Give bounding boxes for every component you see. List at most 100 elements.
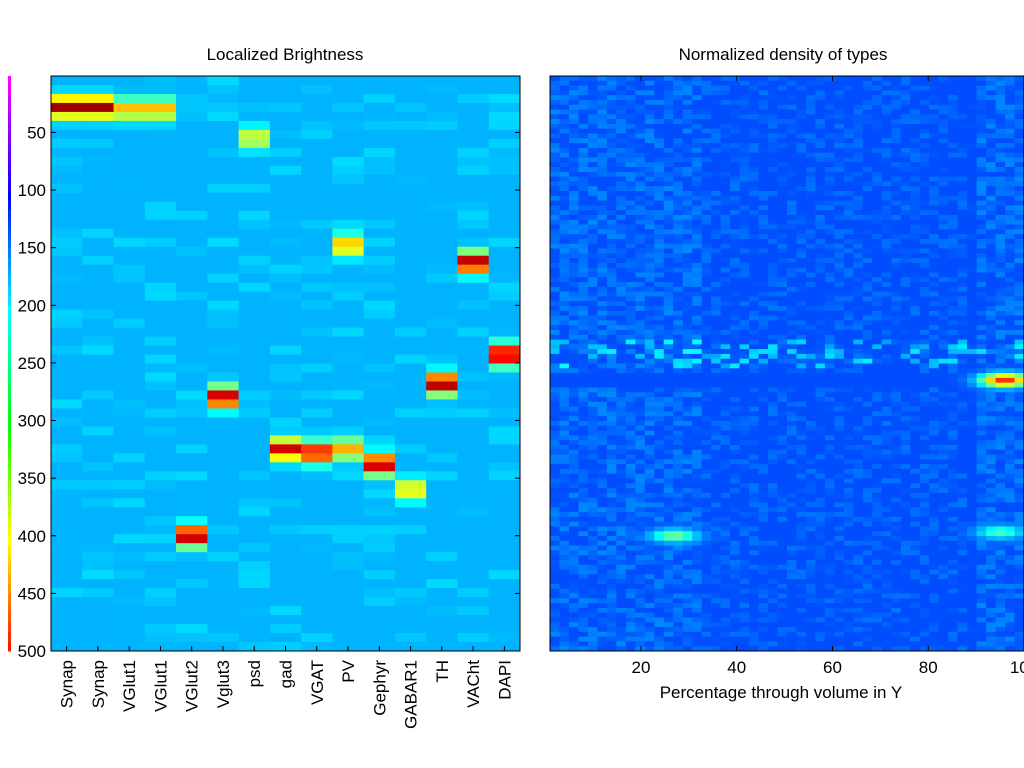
heatmap-cell <box>787 219 797 226</box>
heatmap-cell <box>457 498 490 508</box>
heatmap-cell <box>815 373 826 379</box>
heatmap-cell <box>777 392 788 398</box>
heatmap-cell <box>1014 411 1024 417</box>
heatmap-cell <box>824 435 835 441</box>
heatmap-cell <box>976 248 987 254</box>
heatmap-cell <box>900 238 911 245</box>
heatmap-cell <box>363 579 396 589</box>
heatmap-cell <box>82 120 115 131</box>
heatmap-cell <box>995 406 1006 412</box>
heatmap-cell <box>578 99 589 106</box>
heatmap-cell <box>301 129 333 140</box>
heatmap-cell <box>207 579 240 589</box>
heatmap-cell <box>269 489 302 499</box>
heatmap-cell <box>881 286 892 293</box>
heatmap-cell <box>957 138 968 144</box>
heatmap-cell <box>910 76 921 82</box>
heatmap-cell <box>919 114 930 120</box>
heatmap-cell <box>976 76 987 82</box>
heatmap-cell <box>559 104 570 111</box>
heatmap-cell <box>900 310 911 317</box>
heatmap-cell <box>625 329 636 336</box>
heatmap-cell <box>701 310 712 317</box>
heatmap-cell <box>824 195 835 202</box>
heatmap-cell <box>701 219 712 226</box>
heatmap-cell <box>938 339 949 345</box>
heatmap-cell <box>919 181 930 187</box>
heatmap-cell <box>606 200 617 206</box>
heatmap-cell <box>332 534 365 544</box>
heatmap-cell <box>426 633 458 643</box>
heatmap-cell <box>900 214 911 221</box>
heatmap-cell <box>749 401 760 408</box>
heatmap-cell <box>587 123 598 130</box>
heatmap-cell <box>113 507 146 517</box>
heatmap-cell <box>929 176 940 182</box>
heatmap-cell <box>635 301 646 307</box>
heatmap-cell <box>900 76 911 82</box>
heatmap-cell <box>635 358 646 364</box>
heatmap-cell <box>663 99 674 106</box>
heatmap-cell <box>625 234 636 240</box>
heatmap-cell <box>720 191 731 197</box>
heatmap-cell <box>796 243 807 249</box>
heatmap-cell <box>144 381 177 391</box>
heatmap-cell <box>834 306 845 312</box>
heatmap-cell <box>332 300 365 311</box>
heatmap-cell <box>457 633 490 643</box>
heatmap-cell <box>900 320 911 326</box>
heatmap-cell <box>578 253 589 259</box>
heatmap-cell <box>606 325 617 331</box>
heatmap-cell <box>394 120 427 131</box>
heatmap-cell <box>777 435 788 441</box>
heatmap-cell <box>301 345 333 356</box>
heatmap-cell <box>578 138 589 144</box>
heatmap-cell <box>805 272 816 278</box>
heatmap-cell <box>957 430 968 436</box>
heatmap-cell <box>682 76 693 82</box>
heatmap-cell <box>635 138 646 144</box>
heatmap-cell <box>597 440 608 446</box>
heatmap-cell <box>82 84 115 95</box>
heatmap-cell <box>815 253 826 259</box>
heatmap-cell <box>730 133 741 139</box>
heatmap-cell <box>51 201 83 212</box>
heatmap-cell <box>853 282 864 288</box>
heatmap-cell <box>768 392 779 398</box>
heatmap-cell <box>843 210 854 216</box>
heatmap-cell <box>976 401 987 408</box>
heatmap-cell <box>957 157 968 163</box>
heatmap-cell <box>332 228 365 239</box>
heatmap-cell <box>768 296 779 302</box>
heatmap-cell <box>995 109 1006 115</box>
heatmap-cell <box>1014 253 1024 259</box>
heatmap-cell <box>777 349 788 355</box>
heatmap-cell <box>938 411 949 417</box>
heatmap-cell <box>787 306 797 312</box>
heatmap-cell <box>332 318 365 329</box>
heatmap-cell <box>768 167 779 173</box>
heatmap-cell <box>394 264 427 275</box>
heatmap-cell <box>550 406 560 412</box>
heatmap-cell <box>568 421 579 427</box>
heatmap-cell <box>768 363 779 369</box>
heatmap-cell <box>929 306 940 312</box>
heatmap-cell <box>976 210 987 216</box>
heatmap-cell <box>891 76 902 82</box>
heatmap-cell <box>644 310 655 317</box>
heatmap-cell <box>301 246 333 257</box>
heatmap-cell <box>550 258 560 264</box>
heatmap-cell <box>1005 406 1016 412</box>
heatmap-cell <box>568 205 579 211</box>
heatmap-cell <box>749 176 760 182</box>
heatmap-cell <box>559 176 570 182</box>
heatmap-cell <box>616 162 627 168</box>
heatmap-cell <box>394 336 427 347</box>
heatmap-cell <box>635 210 646 216</box>
heatmap-cell <box>758 229 769 235</box>
heatmap-cell <box>768 234 779 240</box>
heatmap-cell <box>568 339 579 345</box>
heatmap-cell <box>488 300 521 311</box>
heatmap-cell <box>207 174 240 185</box>
heatmap-cell <box>363 489 396 499</box>
